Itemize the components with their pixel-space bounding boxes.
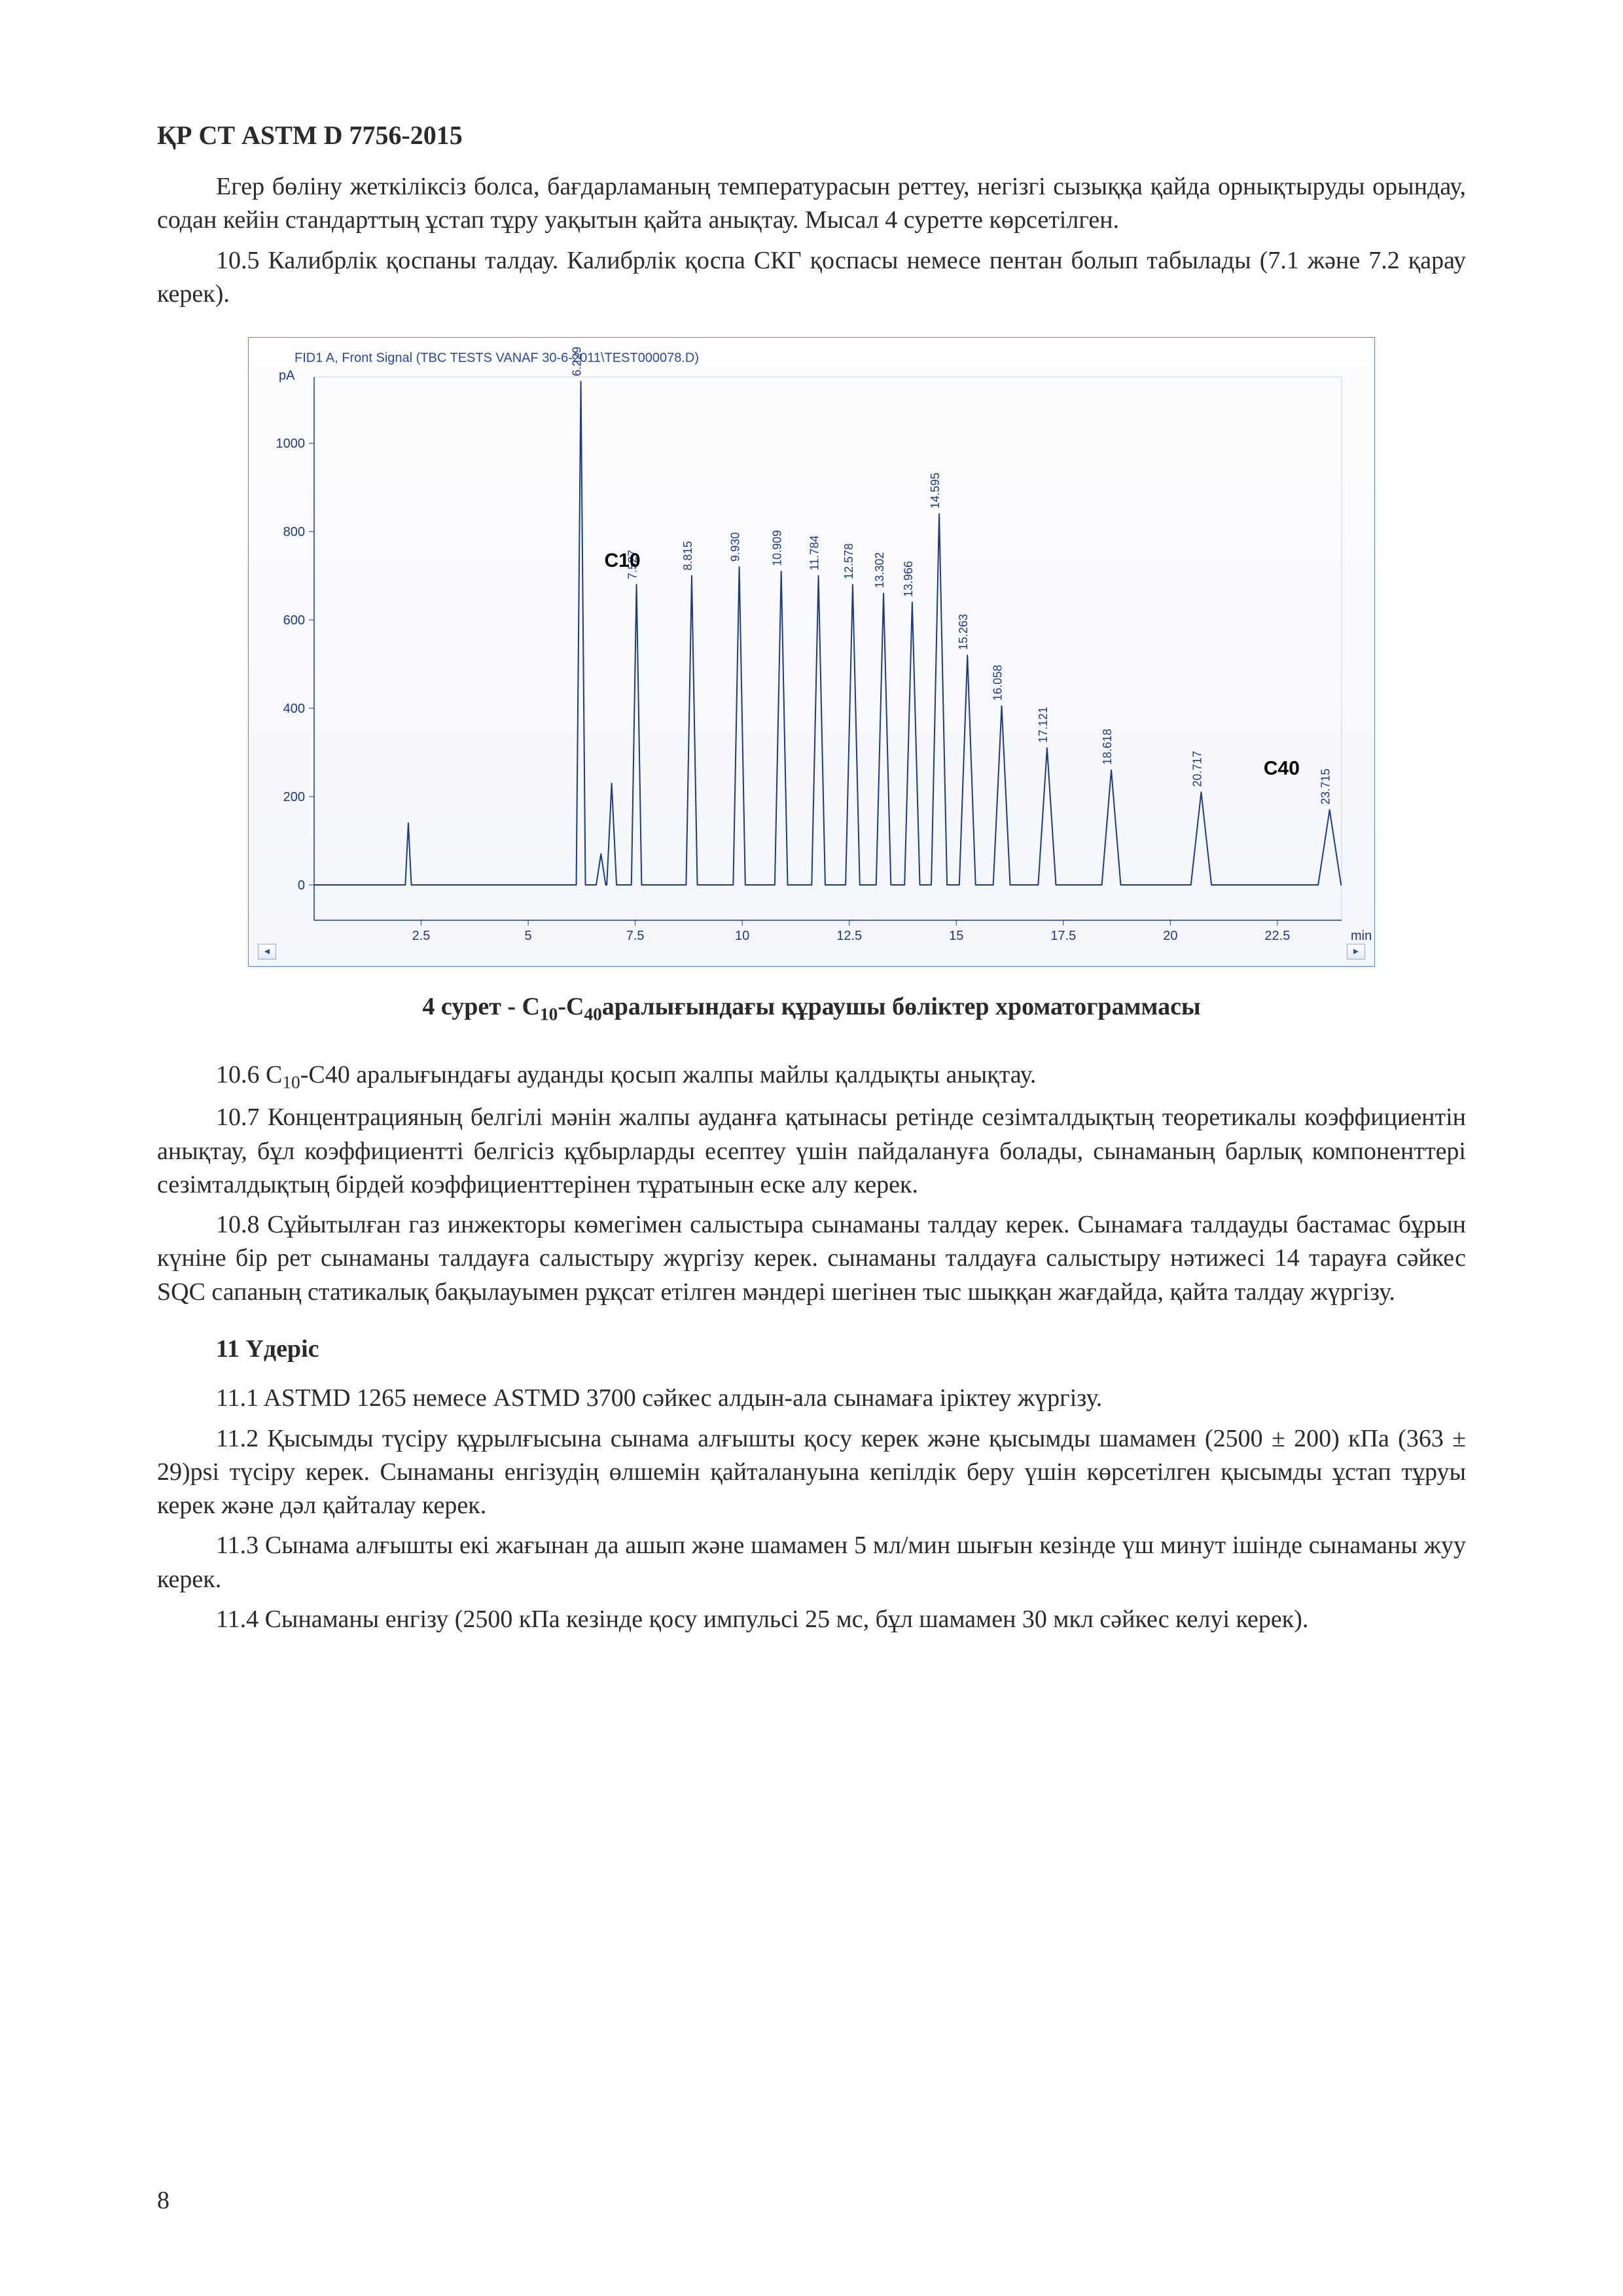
paragraph-10-6: 10.6 C10-C40 аралығындағы ауданды қосып … [157,1058,1466,1095]
svg-text:17.5: 17.5 [1050,929,1076,943]
chromatogram-frame: FID1 A, Front Signal (TBC TESTS VANAF 30… [248,337,1375,967]
svg-text:5: 5 [525,929,532,943]
paragraph-11-3: 11.3 Сынама алғышты екі жағынан да ашып … [157,1529,1466,1596]
svg-text:12.578: 12.578 [842,543,855,579]
svg-text:10: 10 [735,929,749,943]
document-heading: ҚР СТ ASTM D 7756-2015 [157,118,1466,153]
caption-text3: аралығындағы құраушы бөліктер хроматогра… [602,993,1201,1020]
svg-text:7.5: 7.5 [626,929,645,943]
paragraph-10-7: 10.7 Концентрацияның белгілі мәнін жалпы… [157,1101,1466,1202]
svg-text:600: 600 [283,613,305,628]
svg-text:13.302: 13.302 [873,552,886,588]
svg-text:18.618: 18.618 [1101,729,1114,765]
svg-text:400: 400 [283,702,305,716]
svg-text:6.229: 6.229 [571,347,584,376]
svg-text:22.5: 22.5 [1264,929,1290,943]
chart-scroll-right-icon[interactable]: ▸ [1347,944,1365,960]
svg-text:min: min [1351,929,1372,943]
page-number: 8 [157,2184,169,2217]
paragraph-11-1: 11.1 ASTMD 1265 немесе ASTMD 3700 сәйкес… [157,1382,1466,1415]
svg-text:15: 15 [949,929,963,943]
svg-text:200: 200 [283,790,305,804]
svg-text:11.784: 11.784 [808,535,821,571]
paragraph-11-4: 11.4 Сынаманы енгізу (2500 кПа кезінде қ… [157,1603,1466,1636]
svg-text:C40: C40 [1264,758,1300,780]
paragraph-11-2: 11.2 Қысымды түсіру құрылғысына сынама а… [157,1422,1466,1523]
svg-text:16.058: 16.058 [991,665,1005,701]
chromatogram-plot: 0 200 400 600 800 1000 pA 2.5 5 7.5 10 12.5 15 17.5 20… [249,338,1374,966]
svg-text:8.815: 8.815 [681,541,694,571]
caption-text2: -C [558,993,584,1020]
svg-text:1000: 1000 [276,437,306,451]
p10-6-a: 10.6 C [216,1061,282,1088]
svg-text:12.5: 12.5 [836,929,862,943]
svg-text:C10: C10 [604,550,640,571]
svg-text:20: 20 [1163,929,1177,943]
svg-text:2.5: 2.5 [412,929,431,943]
svg-text:15.263: 15.263 [957,614,970,650]
chart-scroll-left-icon[interactable]: ◂ [258,944,276,960]
caption-text: 4 сурет - C [422,993,540,1020]
svg-text:20.717: 20.717 [1190,751,1204,787]
svg-text:23.715: 23.715 [1319,768,1332,804]
figure-4-caption: 4 сурет - C10-C40аралығындағы құраушы бө… [157,990,1466,1027]
paragraph-10-5: 10.5 Калибрлік қоспаны талдау. Калибрлік… [157,244,1466,312]
svg-text:10.909: 10.909 [771,530,784,566]
svg-text:14.595: 14.595 [929,473,942,509]
svg-text:13.966: 13.966 [902,561,915,597]
caption-sub1: 10 [540,1005,558,1024]
paragraph-10-intro: Егер бөліну жеткіліксіз болса, бағдарлам… [157,170,1466,238]
p10-6-sub: 10 [282,1072,300,1092]
paragraph-10-8: 10.8 Сұйытылған газ инжекторы көмегімен … [157,1208,1466,1309]
svg-text:17.121: 17.121 [1037,707,1050,743]
caption-sub2: 40 [584,1005,601,1024]
svg-text:0: 0 [298,878,305,893]
p10-6-b: -C40 аралығындағы ауданды қосып жалпы ма… [300,1061,1037,1088]
svg-text:9.930: 9.930 [729,532,742,562]
section-11-heading: 11 Үдеріс [157,1333,1466,1366]
svg-text:800: 800 [283,525,305,539]
svg-text:pA: pA [279,368,295,383]
